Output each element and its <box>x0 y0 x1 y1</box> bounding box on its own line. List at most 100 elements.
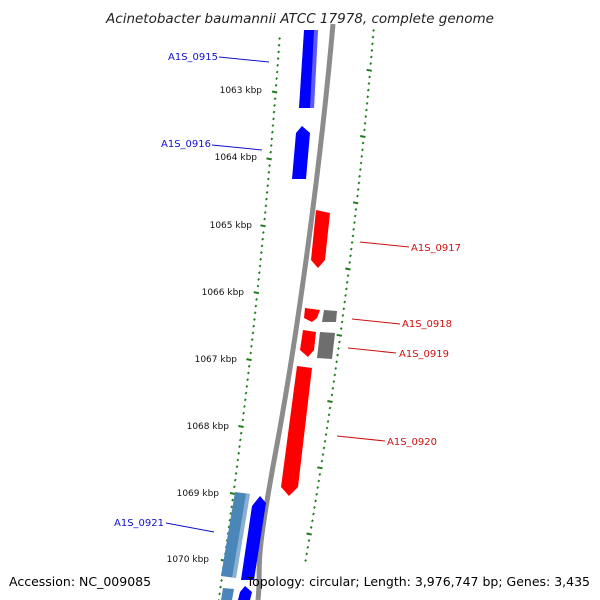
minor-tick <box>247 364 251 368</box>
minor-tick <box>366 95 370 99</box>
gene-a1s-0918[interactable] <box>304 308 320 322</box>
gene-label-a1s-0918[interactable]: A1S_0918 <box>402 319 452 330</box>
minor-tick <box>342 307 346 311</box>
minor-tick <box>275 77 279 81</box>
leader-line <box>336 435 386 442</box>
minor-tick <box>255 297 258 301</box>
leader-line <box>211 144 263 151</box>
minor-tick <box>257 277 261 281</box>
minor-tick <box>230 505 234 509</box>
minor-tick <box>348 260 352 264</box>
minor-tick <box>335 360 339 364</box>
gene-a1s-0915[interactable] <box>299 30 318 108</box>
minor-tick <box>369 55 373 59</box>
minor-tick <box>271 124 275 127</box>
minor-tick <box>344 294 347 297</box>
major-tick <box>253 291 260 295</box>
minor-tick <box>353 214 357 218</box>
gene-label-a1s-0919[interactable]: A1S_0919 <box>399 349 449 360</box>
gene-a1s-0916[interactable] <box>292 126 310 179</box>
minor-tick <box>315 492 319 496</box>
major-tick <box>327 400 333 403</box>
gene-label-a1s-0915[interactable]: A1S_0915 <box>168 52 218 63</box>
minor-tick <box>218 592 221 596</box>
minor-tick <box>370 48 374 52</box>
minor-tick <box>247 371 250 375</box>
minor-tick <box>269 150 273 154</box>
gene-label-a1s-0921[interactable]: A1S_0921 <box>114 518 164 529</box>
minor-tick <box>238 438 242 442</box>
minor-tick <box>264 204 268 208</box>
feature-steel-next <box>221 588 234 600</box>
minor-tick <box>266 177 270 181</box>
minor-tick <box>339 327 343 331</box>
tick-label: 1068 kbp <box>187 422 230 432</box>
gene-labels: A1S_0915 A1S_0916 A1S_0917 A1S_0918 A1S_… <box>114 52 461 533</box>
major-tick <box>238 425 244 428</box>
leader-line <box>359 241 410 248</box>
major-tick <box>306 532 312 536</box>
minor-tick <box>356 188 360 191</box>
gene-a1s-0921[interactable] <box>241 496 266 580</box>
minor-tick <box>260 244 264 248</box>
minor-tick <box>358 174 361 178</box>
minor-tick <box>333 373 337 377</box>
minor-tick <box>251 331 255 335</box>
minor-tick <box>314 499 317 503</box>
minor-tick <box>364 115 368 119</box>
minor-tick <box>305 552 309 556</box>
minor-tick <box>349 254 352 258</box>
minor-tick <box>369 62 373 66</box>
minor-tick <box>220 578 223 582</box>
minor-tick <box>265 190 269 194</box>
minor-tick <box>277 43 281 47</box>
tick-label: 1070 kbp <box>167 555 210 565</box>
gene-a1s-0917[interactable] <box>311 210 330 268</box>
minor-tick <box>250 344 253 348</box>
gene-label-a1s-0917[interactable]: A1S_0917 <box>411 243 461 254</box>
minor-tick <box>244 391 248 395</box>
minor-tick <box>341 313 345 317</box>
gene-a1s-0919[interactable] <box>300 330 316 357</box>
minor-tick <box>345 287 348 291</box>
minor-tick <box>313 506 316 509</box>
minor-tick <box>349 247 353 251</box>
minor-tick <box>352 227 356 231</box>
minor-tick <box>323 439 327 443</box>
minor-tick <box>261 231 265 234</box>
minor-tick <box>234 471 238 475</box>
minor-tick <box>239 431 243 435</box>
minor-tick <box>278 37 281 40</box>
minor-tick <box>340 320 344 324</box>
minor-tick <box>263 217 266 221</box>
minor-tick <box>275 70 279 74</box>
tick-label: 1069 kbp <box>177 489 220 499</box>
minor-tick <box>261 237 265 241</box>
minor-tick <box>267 170 271 174</box>
leader-line <box>218 56 270 63</box>
minor-tick <box>365 101 369 105</box>
gene-a1s-0920[interactable] <box>281 366 312 496</box>
minor-tick <box>235 465 239 469</box>
gene-label-a1s-0920[interactable]: A1S_0920 <box>387 437 437 448</box>
gene-label-a1s-0916[interactable]: A1S_0916 <box>161 139 211 150</box>
minor-tick <box>337 347 340 350</box>
minor-tick <box>326 419 330 423</box>
major-tick <box>345 267 351 271</box>
minor-tick <box>353 221 356 225</box>
minor-tick <box>258 264 262 268</box>
minor-tick <box>253 311 257 315</box>
minor-tick <box>359 161 363 165</box>
minor-tick <box>269 144 273 147</box>
minor-tick <box>253 318 256 321</box>
minor-tick <box>254 304 258 308</box>
minor-tick <box>366 88 370 92</box>
minor-tick <box>365 108 368 112</box>
minor-tick <box>231 498 234 502</box>
minor-tick <box>250 338 254 342</box>
minor-tick <box>334 366 338 370</box>
minor-tick <box>219 585 222 589</box>
major-tick <box>360 135 366 138</box>
minor-tick <box>327 413 331 417</box>
